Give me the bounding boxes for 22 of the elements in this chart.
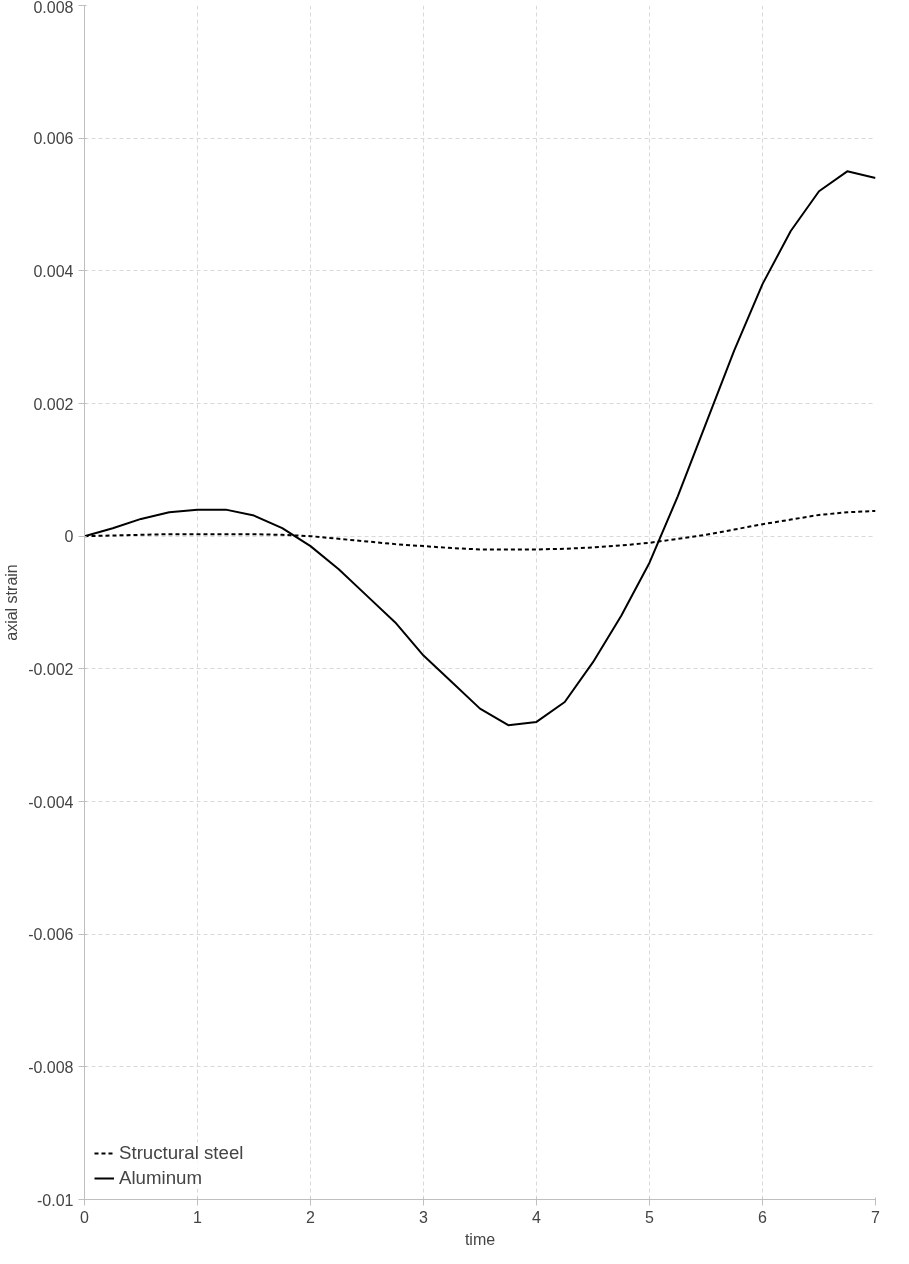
y-tick-label: -0.008: [28, 1058, 74, 1076]
y-tick-label: -0.006: [28, 926, 74, 944]
y-tick-label: 0: [64, 528, 74, 546]
x-tick-label: 6: [758, 1208, 768, 1226]
y-tick-label: -0.01: [37, 1191, 74, 1209]
x-axis-title: time: [464, 1230, 496, 1248]
y-tick-label: 0.006: [33, 130, 74, 148]
x-tick-label: 7: [871, 1208, 881, 1226]
x-tick-label: 1: [193, 1208, 203, 1226]
x-tick-label: 5: [645, 1208, 655, 1226]
y-tick-label: -0.002: [28, 660, 74, 678]
legend-label: Aluminum: [119, 1167, 202, 1189]
y-tick-label: 0.008: [33, 0, 74, 16]
y-tick-label: 0.004: [33, 262, 74, 280]
y-axis-title: axial strain: [3, 564, 21, 641]
y-tick-label: -0.004: [28, 793, 74, 811]
x-tick-label: 0: [80, 1208, 90, 1226]
x-tick-label: 3: [419, 1208, 429, 1226]
x-tick-label: 2: [306, 1208, 316, 1226]
legend-label: Structural steel: [119, 1142, 244, 1164]
x-tick-label: 4: [532, 1208, 542, 1226]
y-tick-label: 0.002: [33, 395, 74, 413]
